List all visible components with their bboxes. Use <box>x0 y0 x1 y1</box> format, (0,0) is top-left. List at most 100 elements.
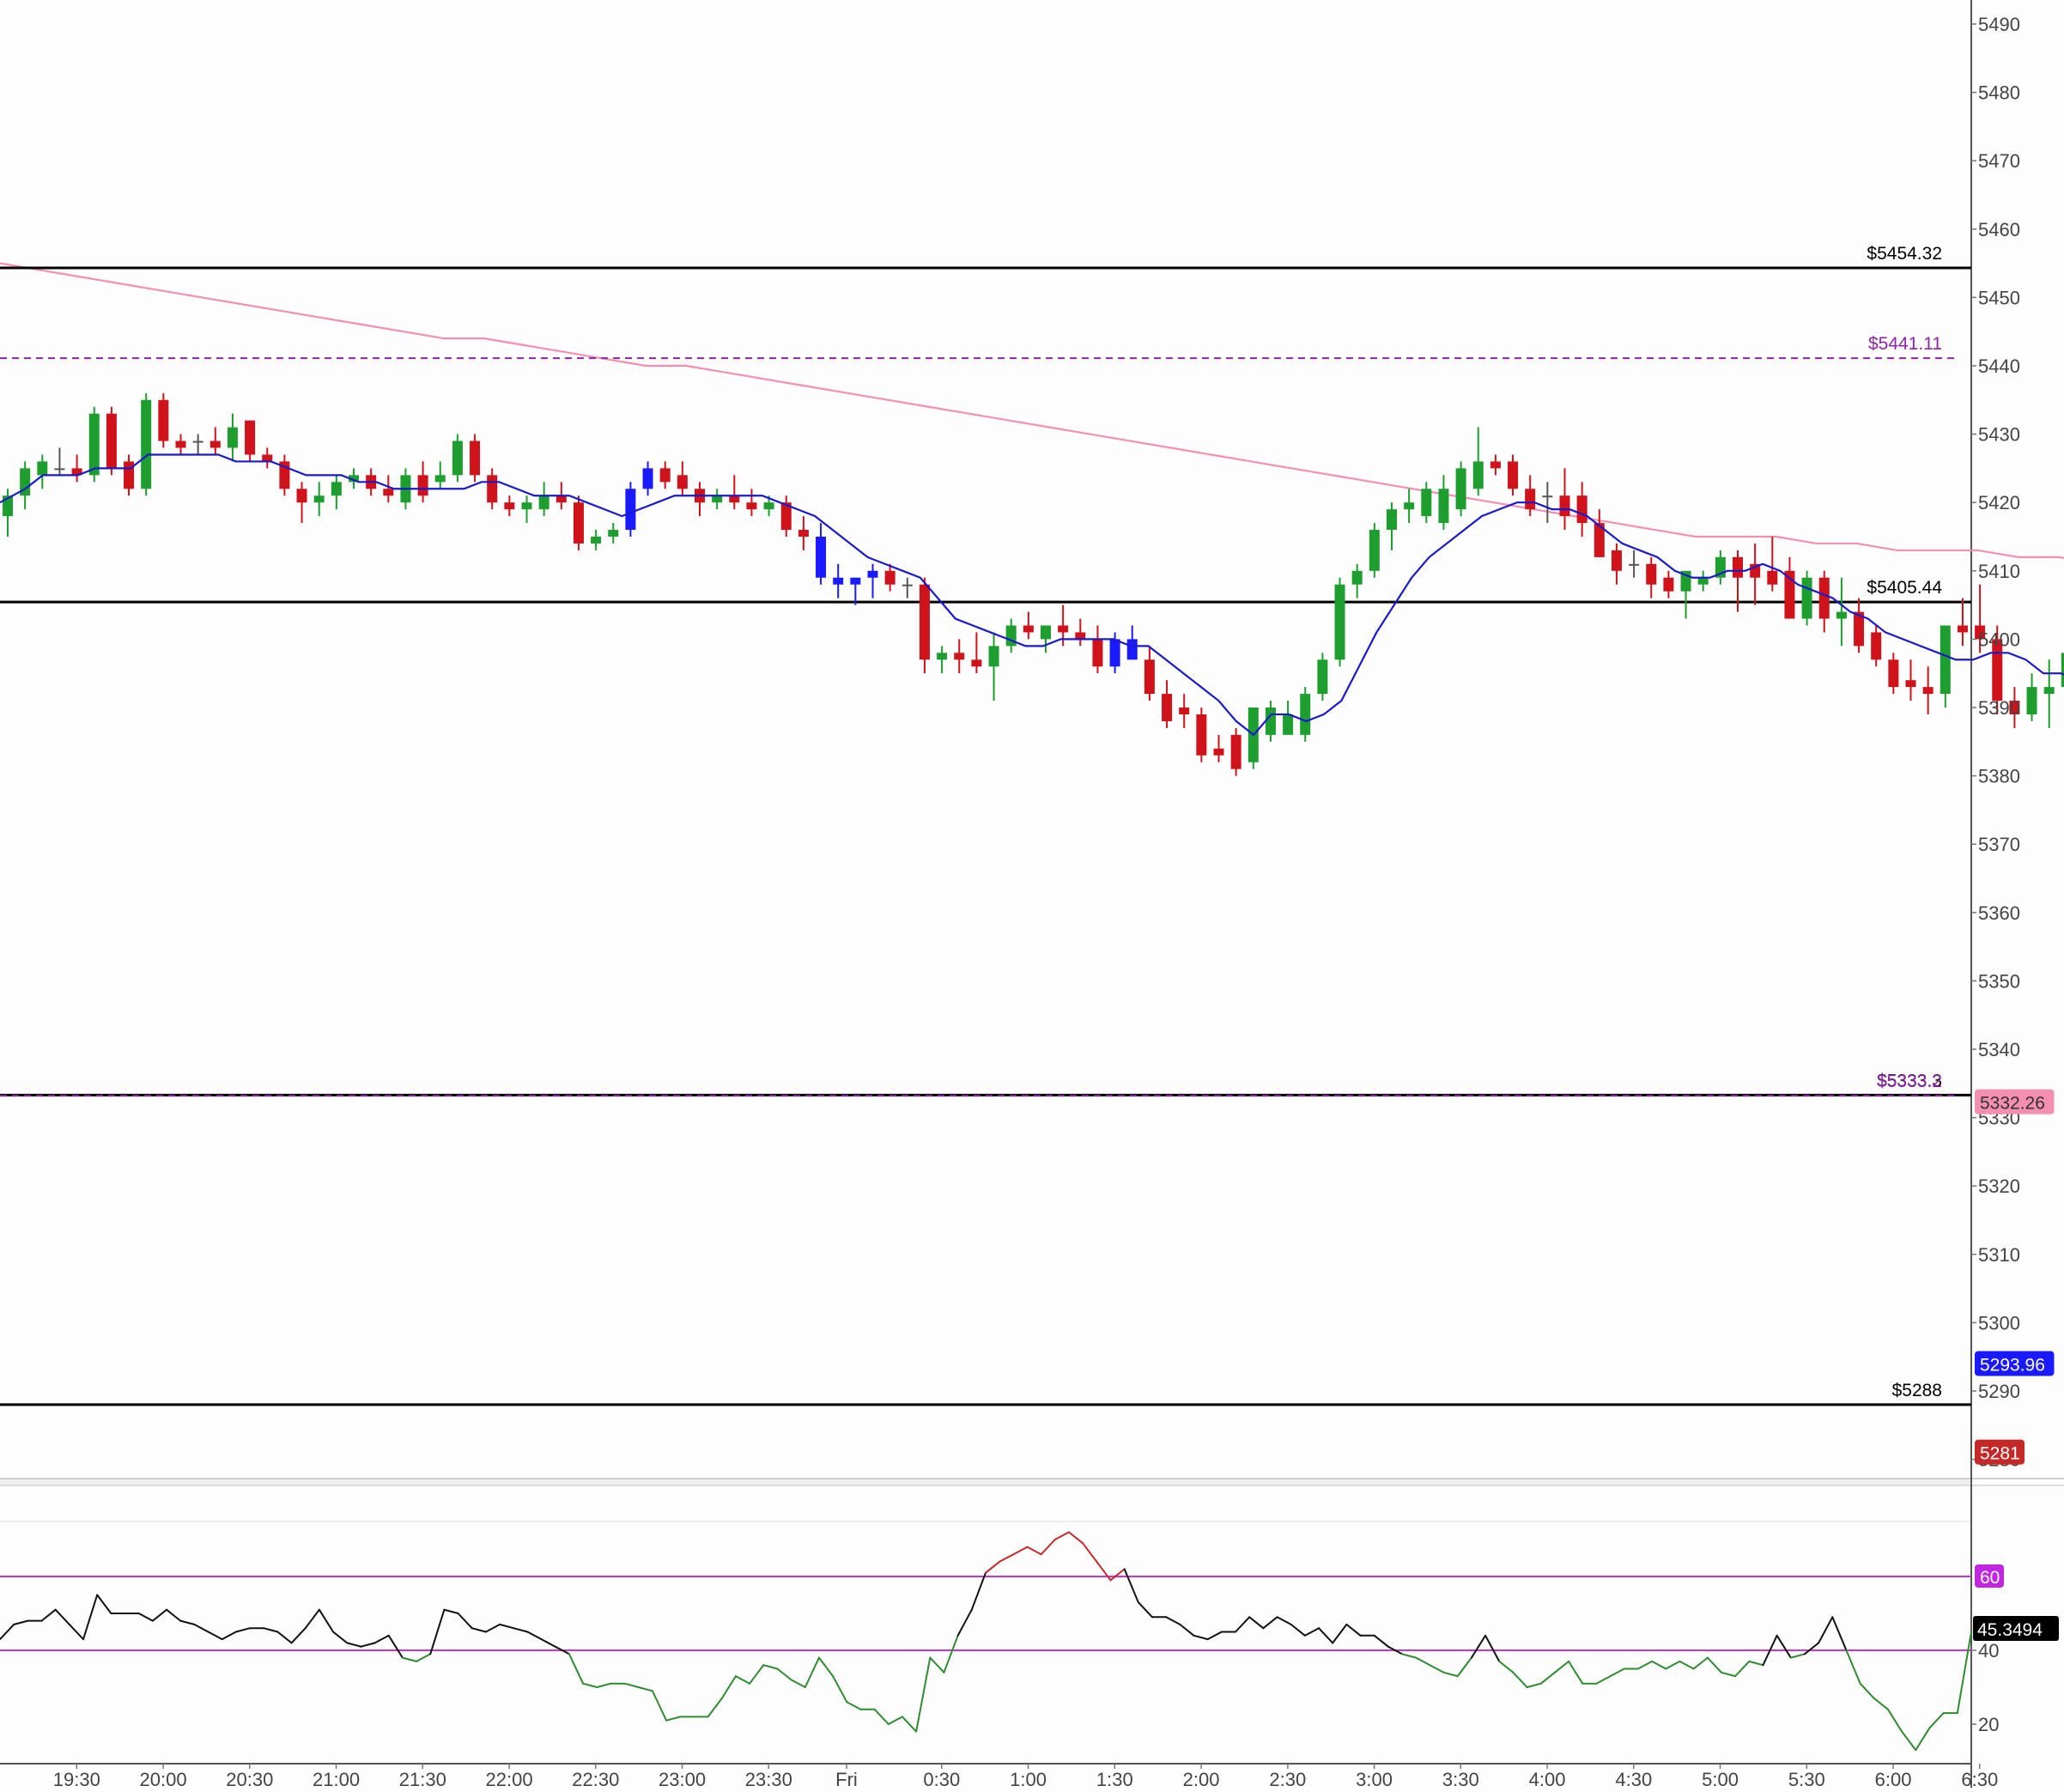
oscillator-segment <box>804 1656 820 1688</box>
level-label: $5288 <box>1892 1381 1942 1400</box>
candle <box>1144 646 1155 702</box>
candle <box>780 495 792 537</box>
level-labels: $5454.32 $5441.11 $5405.44 $5333.3$5333.2 $5… <box>1867 244 1942 1400</box>
candle-body <box>659 468 671 483</box>
candle <box>1023 611 1034 640</box>
candle-body <box>1230 734 1241 769</box>
candle <box>642 461 653 496</box>
candle-body <box>729 495 740 503</box>
candle <box>1594 509 1605 557</box>
price-tick-label: 5490 <box>1978 14 2020 35</box>
candle <box>833 563 844 598</box>
price-tags: 5332.26 5293.96 5281 <box>1975 1089 2055 1465</box>
pane-separator <box>0 1479 1971 1485</box>
candle <box>971 632 982 674</box>
oscillator-segment <box>179 1619 196 1625</box>
fast-ema-line <box>0 453 2064 737</box>
oscillator-segment <box>956 1608 973 1637</box>
price-tick-label: 5460 <box>1978 219 2020 240</box>
candle <box>521 495 532 524</box>
candle <box>659 461 671 489</box>
price-tick-label: 5390 <box>1978 697 2020 719</box>
candle <box>1369 523 1380 578</box>
oscillator-segment <box>346 1642 362 1648</box>
candle-body <box>20 468 31 496</box>
candle <box>538 482 549 517</box>
oscillator-segment <box>749 1664 765 1685</box>
price-tick-label: 5480 <box>1978 82 2020 104</box>
oscillator-segment <box>762 1664 779 1670</box>
oscillator-segment <box>1040 1539 1056 1556</box>
candle-body <box>1109 639 1120 667</box>
fast-moving-average <box>0 453 2064 737</box>
oscillator-segment <box>1818 1616 1834 1644</box>
oscillator-segment <box>1915 1727 1931 1752</box>
candle <box>141 392 152 496</box>
oscillator-segment <box>387 1634 404 1659</box>
candle <box>954 639 965 674</box>
candle <box>1283 701 1294 735</box>
candle-body <box>124 461 135 489</box>
osc-tick-label: 20 <box>1978 1714 1999 1735</box>
oscillator-segment <box>1720 1671 1737 1678</box>
price-tick-label: 5300 <box>1978 1312 2020 1333</box>
oscillator-segment <box>193 1623 209 1633</box>
candle-body <box>1387 509 1397 531</box>
oscillator-segment <box>1512 1671 1528 1688</box>
oscillator-segment <box>221 1631 237 1641</box>
oscillator-segment <box>1859 1682 1875 1699</box>
level-label: $5454.32 <box>1867 244 1942 264</box>
candle-body <box>2043 687 2055 695</box>
price-tick-label: 5380 <box>1978 766 2020 787</box>
candle-body <box>1317 659 1328 695</box>
oscillator-segment <box>1332 1623 1348 1644</box>
candle <box>1905 659 1916 702</box>
oscillator-segment <box>1137 1601 1154 1619</box>
oscillator-segment <box>1123 1568 1139 1604</box>
time-tick-label: 3:30 <box>1442 1769 1479 1788</box>
candle-body <box>209 440 221 448</box>
oscillator-segment <box>1276 1616 1292 1625</box>
candle <box>1871 625 1882 667</box>
candle-body <box>88 413 100 476</box>
candle <box>677 461 688 496</box>
oscillator-segment <box>929 1656 945 1674</box>
oscillator-segment <box>817 1656 835 1678</box>
candle-body <box>331 482 342 496</box>
candle <box>816 523 827 585</box>
oscillator-segment <box>1748 1660 1764 1667</box>
candle-body <box>1594 523 1605 557</box>
candle-body <box>1559 495 1570 517</box>
candle-body <box>1162 694 1173 721</box>
time-tick-label: 1:30 <box>1096 1769 1133 1788</box>
time-tick-label: 20:30 <box>226 1769 273 1788</box>
oscillator-segment <box>443 1608 459 1614</box>
price-tick-label: 5400 <box>1978 629 2020 650</box>
time-axis[interactable]: 19:30 20:00 20:30 21:00 21:30 22:00 22:30 23:00… <box>53 1764 1998 1790</box>
oscillator-segment <box>1789 1653 1806 1659</box>
oscillator-segment <box>1235 1616 1251 1633</box>
oscillator-segment <box>68 1623 85 1641</box>
oscillator-segment <box>0 1623 15 1641</box>
candle-body <box>296 489 307 503</box>
candle-body <box>1871 632 1882 660</box>
oscillator-segment <box>596 1682 612 1688</box>
price-tag-box <box>1975 1351 2055 1376</box>
candle-body <box>937 653 948 660</box>
level-label: $5333.3 <box>1877 1071 1942 1090</box>
candle <box>1836 577 1847 647</box>
oscillator-segment <box>1595 1675 1612 1685</box>
time-tick-label: 6:30 <box>1961 1769 1998 1788</box>
oscillator-segment <box>1553 1660 1570 1674</box>
candle <box>746 489 757 517</box>
time-tick-label: 21:30 <box>399 1769 446 1788</box>
oscillator-segment <box>276 1631 293 1644</box>
candles <box>3 392 2064 776</box>
oscillator-segment <box>554 1645 570 1655</box>
oscillator-segment <box>1706 1656 1722 1674</box>
candle <box>313 482 325 517</box>
oscillator-segment <box>318 1608 335 1633</box>
candle <box>71 454 82 483</box>
oscillator-segment <box>637 1686 653 1692</box>
oscillator-segment <box>1734 1660 1751 1678</box>
